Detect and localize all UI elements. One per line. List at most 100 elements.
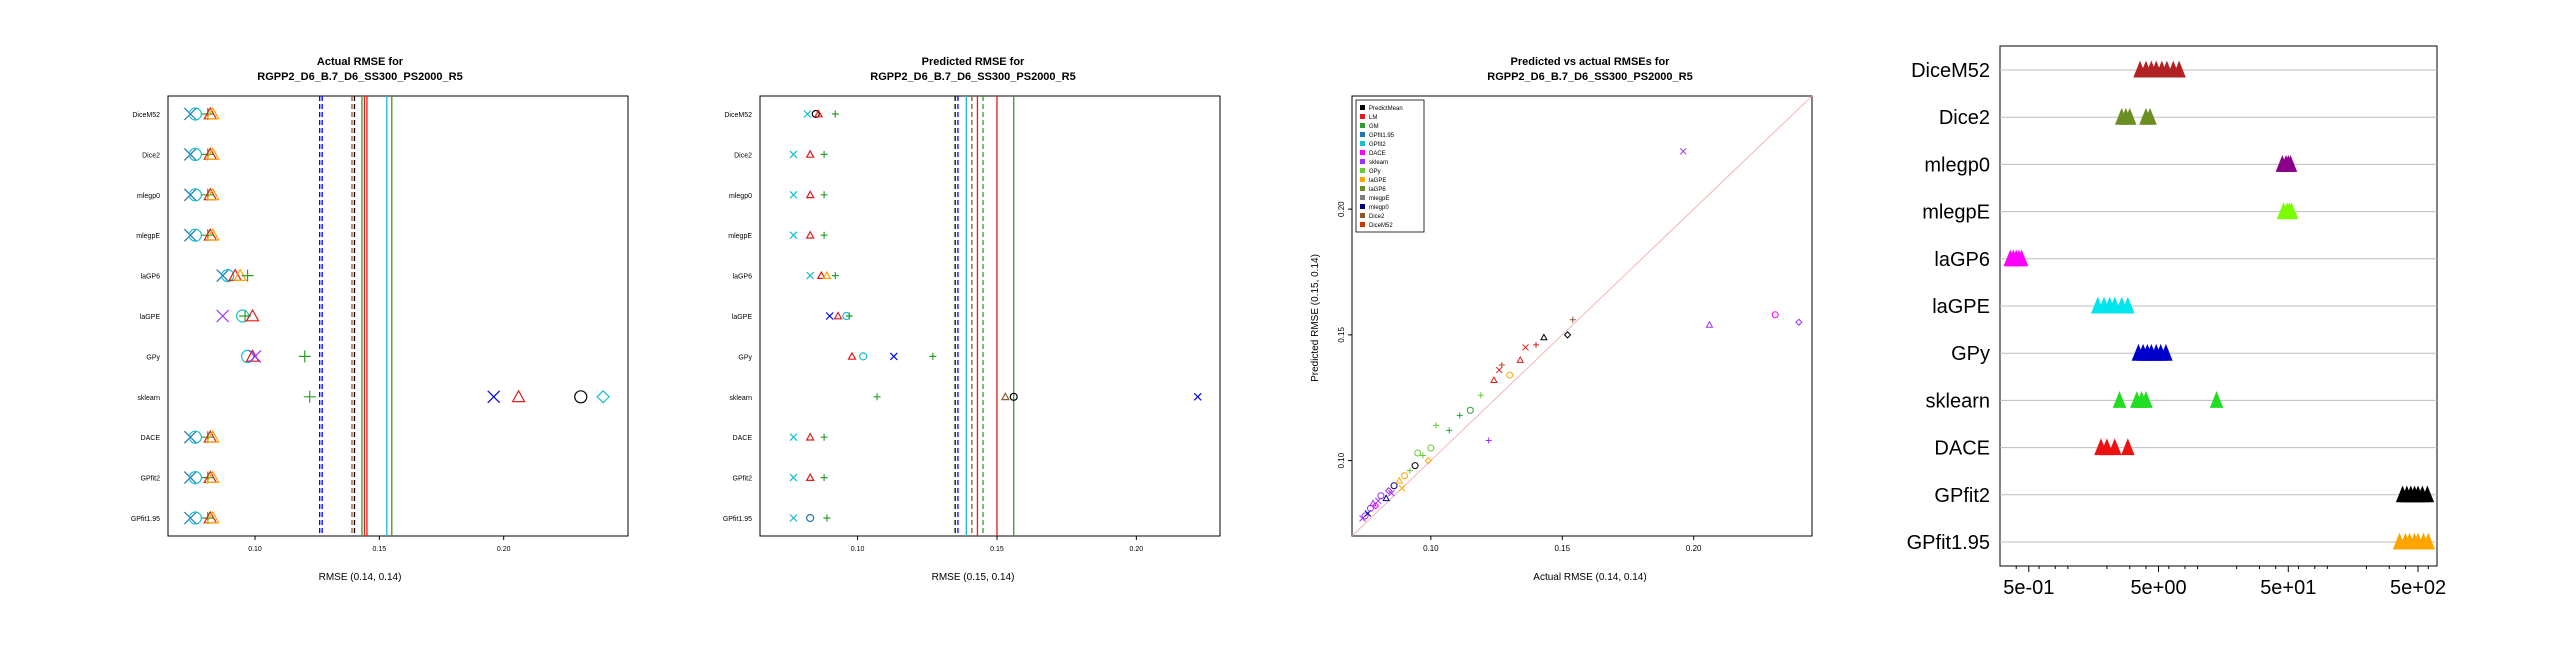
row-label-dace: DACE (141, 435, 161, 442)
legend-swatch (1360, 150, 1365, 155)
point-gpfit1-95 (789, 514, 798, 522)
point-lagpe (845, 312, 853, 320)
legend-label: GPfit1.95 (1369, 133, 1395, 139)
row-label-sklearn: sklearn (1926, 390, 1990, 412)
point-sklearn (511, 389, 526, 403)
scatter-point (1371, 502, 1380, 510)
row-label-gpfit2: GPfit2 (1934, 485, 1990, 507)
point-sklearn (1193, 392, 1202, 401)
scatter-point (1406, 467, 1413, 474)
legend-swatch (1360, 141, 1365, 146)
scatter-point (1419, 452, 1426, 459)
x-tick-label: 0.10 (851, 546, 865, 553)
legend-swatch (1360, 177, 1365, 182)
point-lagpe (216, 309, 230, 323)
x-tick-label: 5e+02 (2390, 577, 2446, 599)
scatter-point (1495, 366, 1503, 374)
x-tick-label: 0.10 (1423, 544, 1439, 553)
point-mlegp0 (805, 190, 815, 199)
scatter-point (1705, 320, 1714, 328)
scatter-point (1390, 482, 1398, 490)
row-label-mlegp0: mlegp0 (137, 193, 160, 200)
scatter-point (1490, 376, 1498, 384)
scatter-point (1427, 444, 1435, 452)
panel-subtitle: RGPP2_D6_B.7_D6_SS300_PS2000_R5 (1487, 71, 1692, 83)
point-lagp6 (221, 269, 235, 283)
row-label-sklearn: sklearn (137, 395, 160, 402)
panel-subtitle: RGPP2_D6_B.7_D6_SS300_PS2000_R5 (257, 71, 462, 83)
point-dace (820, 433, 828, 441)
point-sklearn (303, 390, 316, 403)
legend-swatch (1360, 186, 1365, 191)
legend-label: GPy (1369, 169, 1381, 175)
scatter-point (1679, 147, 1687, 155)
point-dice2 (805, 149, 815, 158)
scatter-point (1477, 392, 1484, 399)
point-sklearn (487, 390, 501, 404)
row-label-lagpe: laGPE (140, 314, 161, 321)
panel-title: Predicted RMSE for (922, 56, 1025, 68)
x-tick-label: 5e+01 (2260, 577, 2316, 599)
scatter-point (1433, 422, 1440, 429)
x-tick-label: 0.20 (1130, 546, 1144, 553)
point-lagpe (245, 308, 260, 322)
point-dicem52 (811, 109, 820, 119)
point-dace (789, 433, 798, 442)
row-label-gpfit2: GPfit2 (141, 476, 161, 483)
point-dicem52 (814, 109, 824, 118)
point-lagp6 (816, 270, 826, 279)
plot-frame (759, 95, 1221, 537)
legend-label: Dice2 (1369, 214, 1385, 220)
panel-subtitle: RGPP2_D6_B.7_D6_SS300_PS2000_R5 (870, 71, 1075, 83)
scatter-point (1456, 412, 1463, 419)
scatter-point (1563, 331, 1572, 339)
scatter-point (1506, 371, 1514, 379)
row-label-lagp6: laGP6 (141, 274, 161, 281)
legend-swatch (1360, 168, 1365, 173)
x-axis-label: Actual RMSE (0.14, 0.14) (1533, 572, 1646, 583)
x-tick-label: 0.15 (373, 546, 387, 553)
row-label-mlegpe: mlegpE (1922, 202, 1990, 224)
scatter-point (1411, 462, 1419, 470)
row-label-lagp6: laGP6 (1934, 249, 1990, 271)
legend-label: GM (1369, 124, 1379, 130)
x-axis-label: RMSE (0.14, 0.14) (319, 572, 402, 583)
strip-point-sklearn (2112, 391, 2127, 408)
point-dice2 (188, 147, 202, 161)
point-mlegp0 (789, 190, 798, 199)
point-lagp6 (241, 269, 254, 282)
point-mlegp0 (820, 191, 828, 199)
strip-point-dice2 (2123, 107, 2137, 125)
strip-point-dicem52 (2172, 60, 2186, 78)
legend-label: sklearn (1369, 160, 1388, 166)
scatter-point (1771, 311, 1779, 319)
row-label-mlegpe: mlegpE (136, 233, 160, 240)
scatter-point (1485, 437, 1492, 444)
legend-box (1355, 99, 1425, 233)
legend-label: laGP6 (1369, 187, 1386, 193)
legend-swatch (1360, 213, 1365, 218)
legend-label: DiceM52 (1369, 223, 1393, 229)
point-gpy (859, 352, 868, 361)
row-label-dace: DACE (733, 435, 753, 442)
point-gpfit2 (205, 470, 220, 483)
row-label-gpy: GPy (146, 354, 160, 361)
legend-label: mlegpE (1369, 196, 1389, 202)
x-axis-label: RMSE (0.15, 0.14) (932, 572, 1015, 583)
point-mlegp0 (205, 187, 220, 201)
point-dace (183, 430, 197, 444)
legend-label: mlegp0 (1369, 205, 1389, 211)
panel-strip-log: DiceM52 Dice2 mlegp0 mlegpE laGP6 laGPE GPy skl… (1907, 45, 2446, 599)
strip-point-mlegp0 (2283, 155, 2298, 172)
y-tick-label: 0.10 (1337, 452, 1346, 468)
point-lagp6 (822, 270, 832, 279)
scatter-point (1385, 487, 1393, 495)
legend-swatch (1360, 105, 1365, 110)
point-gpy (889, 352, 898, 361)
scatter-point (1414, 449, 1422, 457)
point-dicem52 (831, 110, 839, 118)
point-dace (188, 430, 202, 444)
legend-swatch (1360, 222, 1365, 227)
